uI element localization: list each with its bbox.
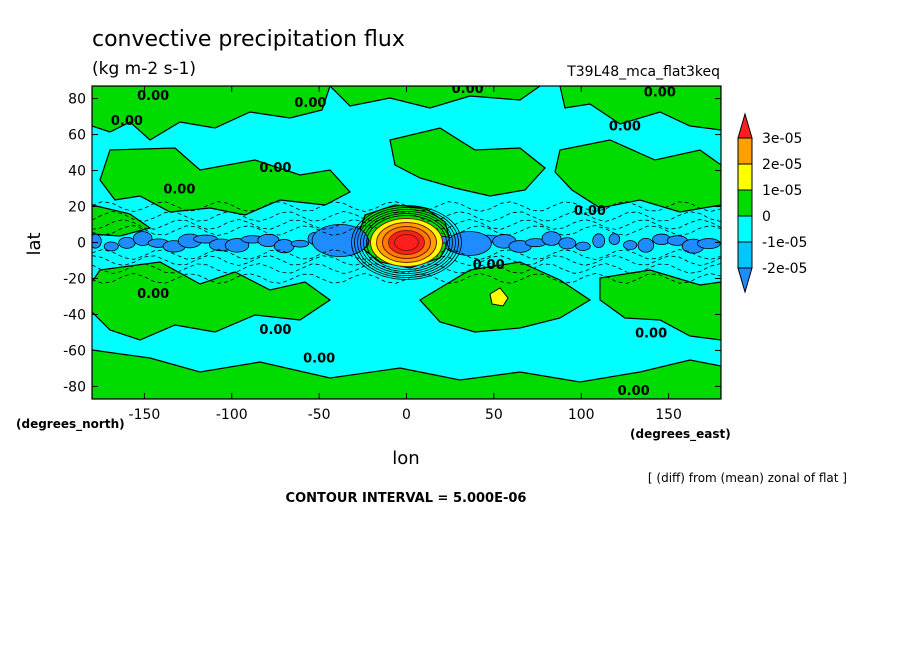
colorbar-label: -1e-05 [762,235,807,251]
y-tick-label: -40 [63,307,86,323]
negative-cell [92,233,102,249]
x-tick-label: -50 [308,407,331,423]
negative-cell [696,238,721,249]
core-contour [363,213,450,272]
colorbar-label: 3e-05 [762,131,802,147]
region-south-east [599,269,721,341]
colorbar: 3e-05 2e-05 1e-05 0 -1e-05 -2e-05 [737,112,807,294]
y-tick-label: 20 [68,200,86,216]
negative-contour-lines [92,201,721,284]
x-tick-label: 50 [485,407,503,423]
dashed-contour [92,263,721,274]
x-tick-label: 150 [655,407,682,423]
negative-cell [608,233,621,246]
negative-cell [558,237,577,250]
x-tick-label: 100 [568,407,595,423]
region-south-west [92,261,332,341]
y-tick-label: 80 [68,92,86,108]
core-contour [366,215,447,270]
x-tick-label: -150 [129,407,161,423]
negative-cell [637,237,655,253]
contour-label: 0.00 [259,323,291,338]
region-north-central [329,86,542,109]
core-ring [394,234,419,251]
contour-labels: 0.00 0.00 0.00 0.00 0.00 0.00 0.00 0.00 0.00 0.00… [111,82,676,399]
small-positive-cell [489,287,509,307]
colorbar-label: 0 [762,209,771,225]
diff-note: [ (diff) from (mean) zonal of flat ] [648,471,847,485]
contour-label: 0.00 [635,326,667,341]
contour-label: 0.00 [473,258,505,273]
negative-cell [224,238,250,253]
colorbar-swatch [737,241,753,269]
negative-cell [118,236,136,249]
negative-cell [541,231,562,246]
x-tick-label: 0 [402,407,411,423]
y-tick-label: -20 [63,271,86,287]
region-north-west [92,86,331,141]
plot-area: 0.00 0.00 0.00 0.00 0.00 0.00 0.00 0.00 0.00 0.00… [92,82,721,399]
colorbar-label: 2e-05 [762,157,802,173]
x-axis-label: lon [392,448,419,469]
negative-cell [575,241,591,251]
chart-title: convective precipitation flux [92,27,405,52]
core-contour [357,209,456,276]
contour-interval: CONTOUR INTERVAL = 5.000E-06 [286,491,527,506]
run-label: T39L48_mca_flat3keq [566,64,720,80]
colorbar-label: -2e-05 [762,261,807,277]
positive-core [351,205,462,280]
y-tick-label: 40 [68,164,86,180]
x-tick-label: -100 [216,407,248,423]
negative-cell [132,231,153,246]
y-axis: 80 60 40 20 0 -20 -40 -60 -80 [63,92,721,395]
contour-label: 0.00 [618,384,650,399]
region-atlantic-high [99,147,351,216]
y-tick-label: 60 [68,128,86,144]
contour-label: 0.00 [137,287,169,302]
negative-cell [592,233,606,249]
y-unit-label: (degrees_north) [16,417,125,432]
contour-label: 0.00 [609,120,641,135]
region-central-mid [389,127,546,197]
region-north-east [559,86,721,131]
contour-label: 0.00 [111,114,143,129]
y-tick-label: -80 [63,379,86,395]
colorbar-label: 1e-05 [762,183,802,199]
negative-cell [290,239,310,248]
contour-label: 0.00 [574,204,606,219]
colorbar-min-arrow [737,267,753,294]
core-contour [351,205,462,280]
contour-label: 0.00 [644,85,676,100]
negative-cell [623,240,638,251]
contour-label: 0.00 [303,352,335,367]
colorbar-max-arrow [737,112,753,139]
negative-cell [273,239,295,254]
contour-label: 0.00 [137,89,169,104]
x-unit-label: (degrees_east) [630,427,731,442]
y-tick-label: -60 [63,343,86,359]
chart-units: (kg m-2 s-1) [92,59,196,79]
contour-label: 0.00 [294,96,326,111]
colorbar-swatch [737,163,753,191]
region-south-polar [92,349,721,399]
contour-label: 0.00 [259,161,291,176]
y-axis-label: lat [24,232,45,255]
negative-cell-west-core [311,224,369,257]
x-axis: -150 -100 -50 0 50 100 150 [129,86,682,423]
core-contour [360,211,453,274]
negative-equatorial-band [92,224,721,257]
core-contour [354,207,459,278]
colorbar-swatch [737,137,753,165]
negative-cell [103,241,119,252]
contour-label: 0.00 [163,183,195,198]
y-tick-label: 0 [77,236,86,252]
colorbar-swatch [737,189,753,217]
dashed-contour [92,211,721,222]
contour-label: 0.00 [452,82,484,97]
colorbar-swatch [737,215,753,243]
